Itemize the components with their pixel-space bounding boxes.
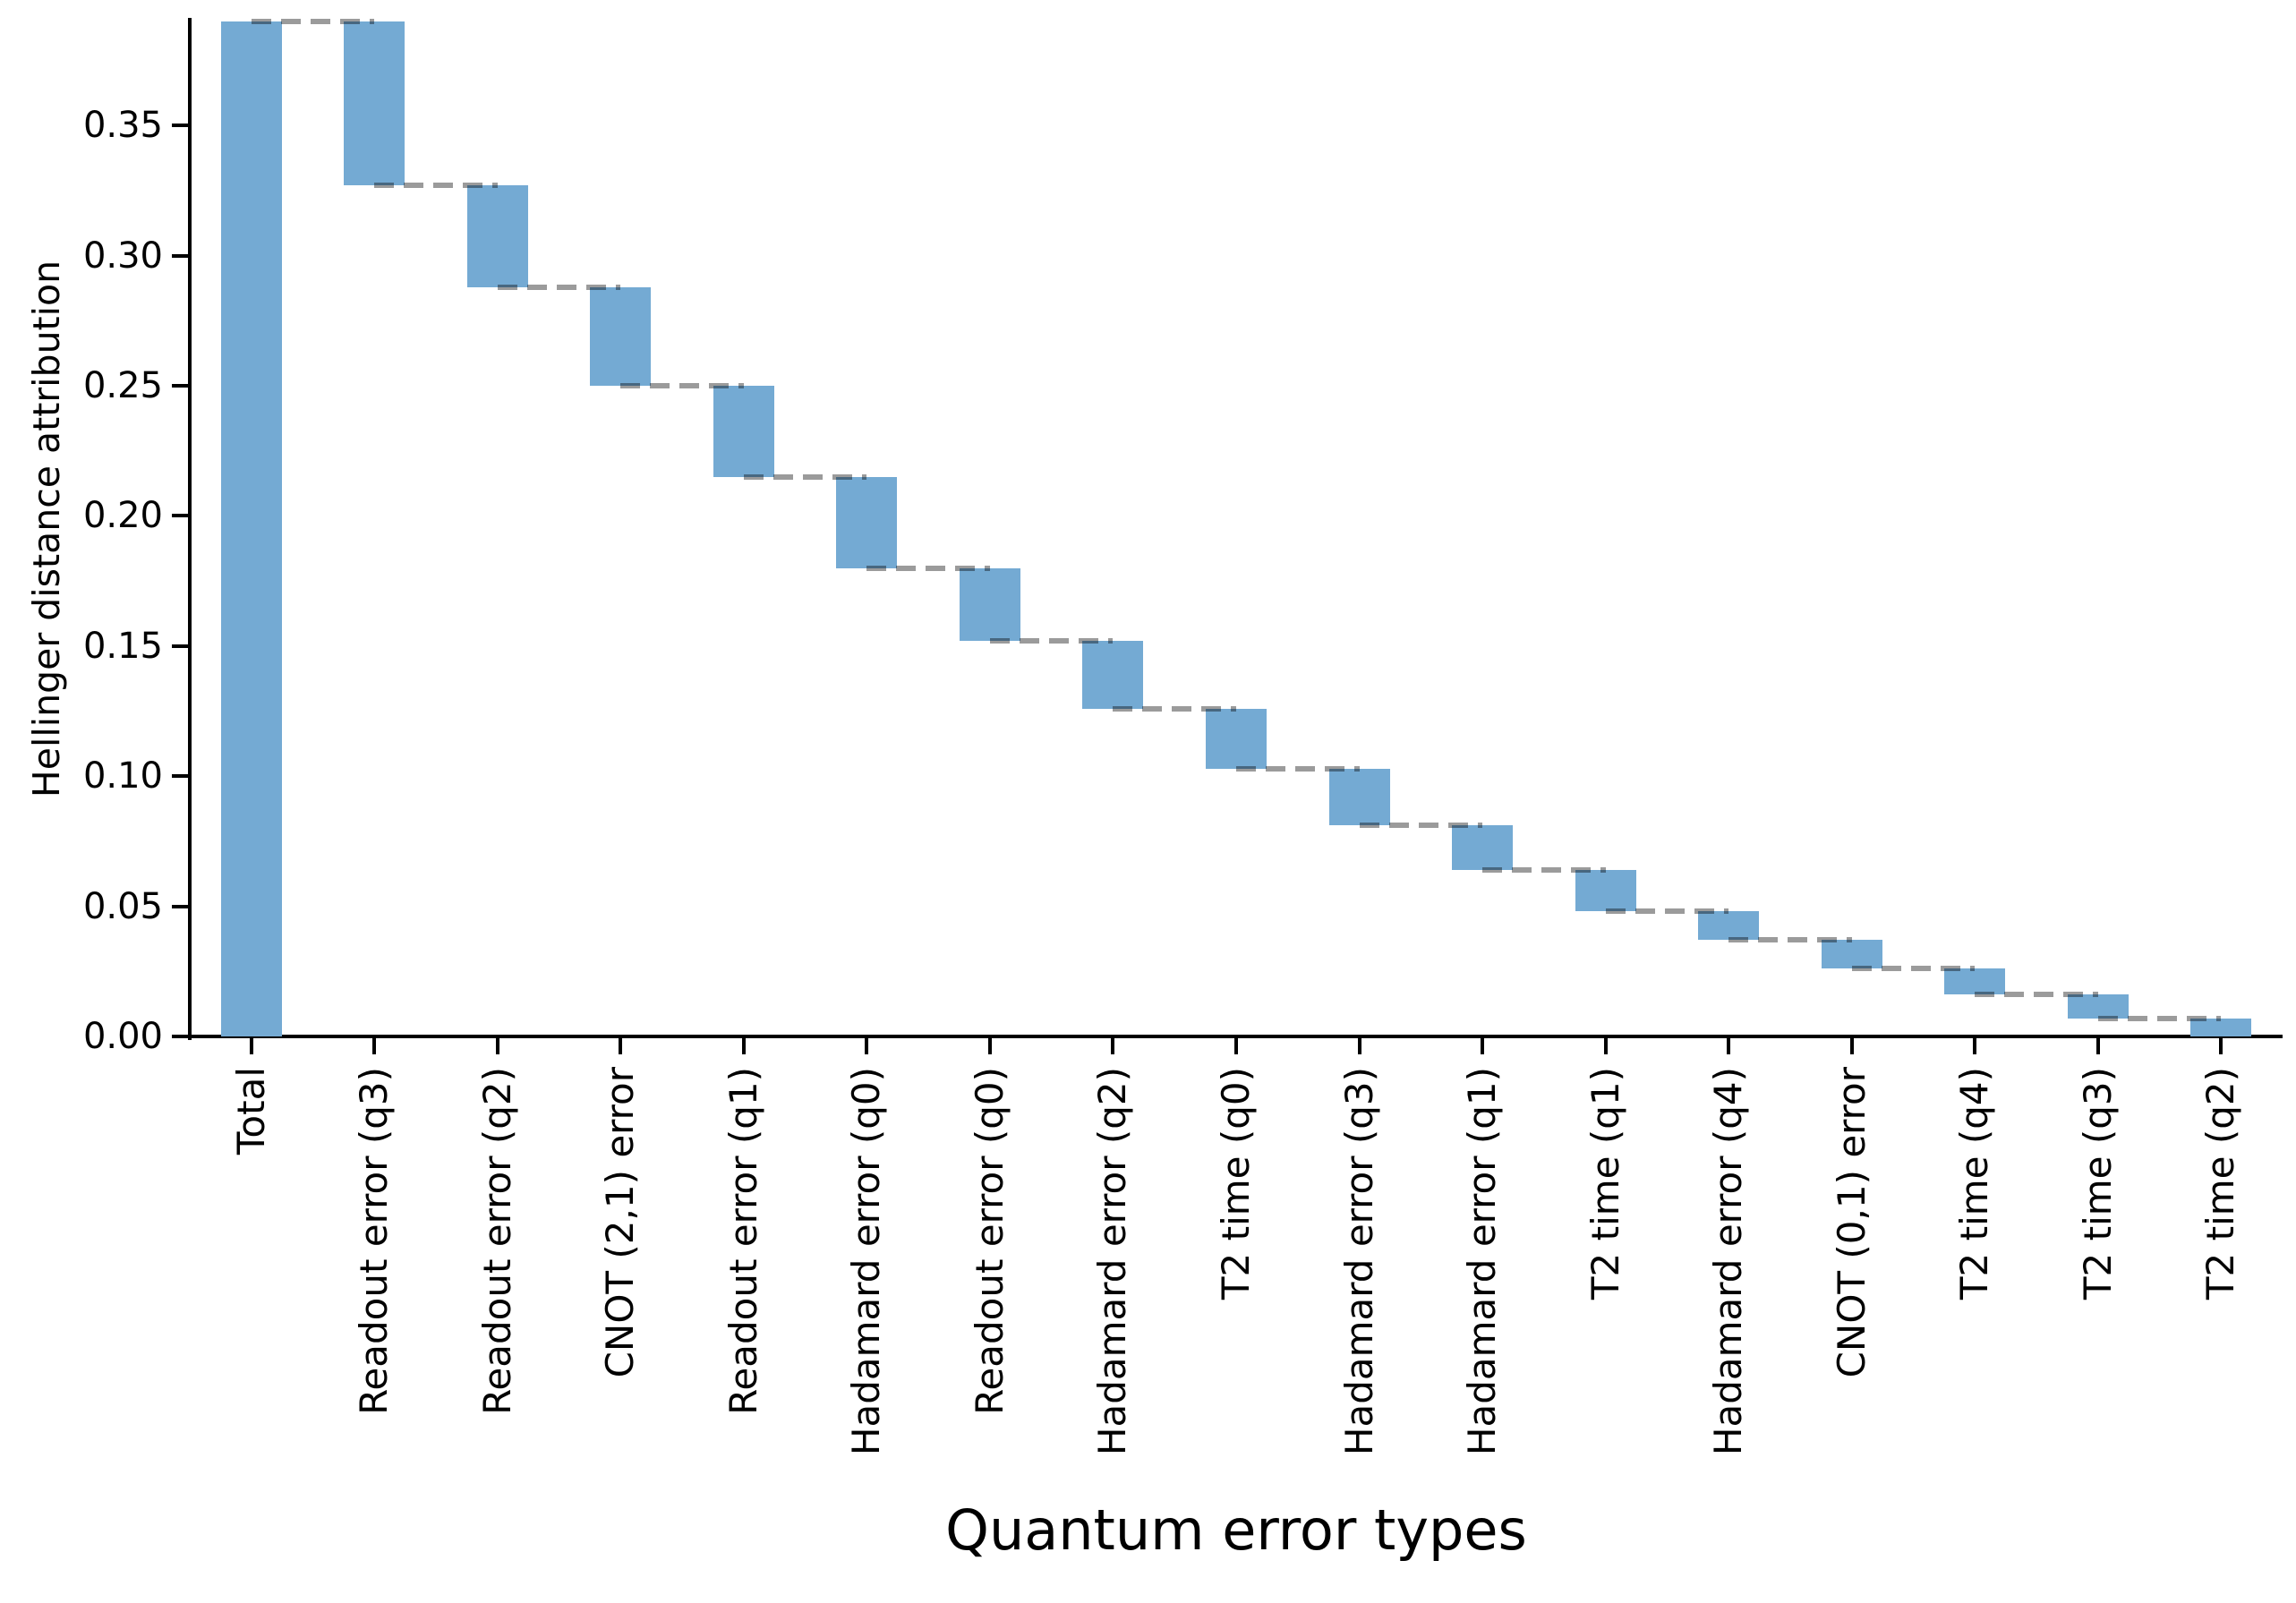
x-tick-label: Hadamard error (q0) <box>844 1067 889 1456</box>
x-tick-label: Total <box>228 1067 273 1155</box>
bar-hadamard-error-q4 <box>1698 911 1760 941</box>
bar-readout-error-q0 <box>959 567 1020 642</box>
x-tick <box>1849 1038 1854 1054</box>
x-tick <box>865 1038 869 1054</box>
bar-cnot-0-1-error <box>1821 940 1882 969</box>
bar-readout-error-q3 <box>344 21 405 186</box>
y-tick <box>172 1035 188 1038</box>
connector-dash <box>620 383 744 389</box>
x-tick-label: CNOT (0,1) error <box>1829 1067 1874 1378</box>
y-tick-label: 0.25 <box>82 365 163 407</box>
x-tick-label: T2 time (q4) <box>1952 1067 1997 1300</box>
x-tick-label: Readout error (q3) <box>352 1067 397 1415</box>
x-tick-label: Hadamard error (q4) <box>1706 1067 1751 1456</box>
bar-readout-error-q2 <box>466 185 528 287</box>
x-tick-label: Hadamard error (q2) <box>1090 1067 1135 1456</box>
connector-dash <box>497 284 621 290</box>
y-tick <box>172 904 188 908</box>
y-tick <box>172 124 188 128</box>
connector-dash <box>989 638 1114 644</box>
x-tick <box>741 1038 746 1054</box>
connector-dash <box>251 19 375 24</box>
x-tick <box>619 1038 623 1054</box>
x-axis-line <box>188 1035 2283 1038</box>
connector-dash <box>1975 992 2098 998</box>
x-tick <box>2095 1038 2100 1054</box>
bar-t2-time-q4 <box>1944 968 2006 995</box>
connector-dash <box>743 473 867 480</box>
y-tick-label: 0.05 <box>82 885 163 927</box>
bar-t2-time-q0 <box>1206 708 1267 769</box>
x-tick <box>1357 1038 1361 1054</box>
y-tick-label: 0.35 <box>82 105 163 147</box>
x-tick <box>1111 1038 1115 1054</box>
bar-hadamard-error-q1 <box>1452 825 1514 870</box>
y-tick-label: 0.20 <box>82 495 163 537</box>
x-tick <box>372 1038 377 1054</box>
x-tick <box>2219 1038 2223 1054</box>
x-tick <box>987 1038 992 1054</box>
connector-dash <box>1605 908 1729 915</box>
x-tick <box>495 1038 499 1054</box>
connector-dash <box>1113 705 1236 712</box>
y-tick-label: 0.00 <box>82 1016 163 1057</box>
x-tick <box>1727 1038 1731 1054</box>
bar-t2-time-q3 <box>2067 994 2129 1019</box>
bar-hadamard-error-q2 <box>1082 641 1144 709</box>
connector-dash <box>1236 765 1360 772</box>
x-tick-label: Hadamard error (q1) <box>1460 1067 1505 1456</box>
bar-t2-time-q1 <box>1575 869 1636 912</box>
x-tick-label: Readout error (q0) <box>967 1067 1011 1415</box>
x-tick-label: T2 time (q3) <box>2075 1067 2120 1300</box>
bar-hadamard-error-q3 <box>1328 768 1390 826</box>
bar-cnot-2-1-error <box>590 286 652 387</box>
connector-dash <box>866 565 990 571</box>
y-tick-label: 0.10 <box>82 755 163 797</box>
x-tick <box>1603 1038 1608 1054</box>
x-tick-label: Hadamard error (q3) <box>1336 1067 1381 1456</box>
x-tick-label: T2 time (q0) <box>1214 1067 1258 1300</box>
y-tick-label: 0.15 <box>82 625 163 667</box>
connector-dash <box>1728 937 1852 943</box>
bar-t2-time-q2 <box>2190 1018 2252 1036</box>
y-tick-label: 0.30 <box>82 234 163 277</box>
x-tick <box>1973 1038 1977 1054</box>
connector-dash <box>1851 966 1976 972</box>
x-tick <box>1234 1038 1238 1054</box>
y-axis-title: Hellinger distance attribution <box>25 260 68 798</box>
x-axis-title: Quantum error types <box>945 1497 1527 1563</box>
bar-total <box>220 21 282 1036</box>
x-tick-label: T2 time (q1) <box>1583 1067 1627 1300</box>
connector-dash <box>1482 866 1606 873</box>
y-tick <box>172 384 188 388</box>
y-tick <box>172 644 188 648</box>
x-tick-label: T2 time (q2) <box>2198 1067 2243 1300</box>
connector-dash <box>1359 823 1483 829</box>
y-tick <box>172 774 188 779</box>
bar-readout-error-q1 <box>713 386 774 477</box>
x-tick-label: CNOT (2,1) error <box>598 1067 643 1378</box>
y-tick <box>172 253 188 258</box>
bar-hadamard-error-q0 <box>836 476 898 568</box>
x-tick <box>249 1038 253 1054</box>
y-axis-line <box>188 18 192 1040</box>
connector-dash <box>374 183 498 189</box>
x-tick <box>1481 1038 1485 1054</box>
y-tick <box>172 514 188 518</box>
x-tick-label: Readout error (q2) <box>474 1067 519 1415</box>
connector-dash <box>2097 1015 2222 1021</box>
x-tick-label: Readout error (q1) <box>721 1067 765 1415</box>
